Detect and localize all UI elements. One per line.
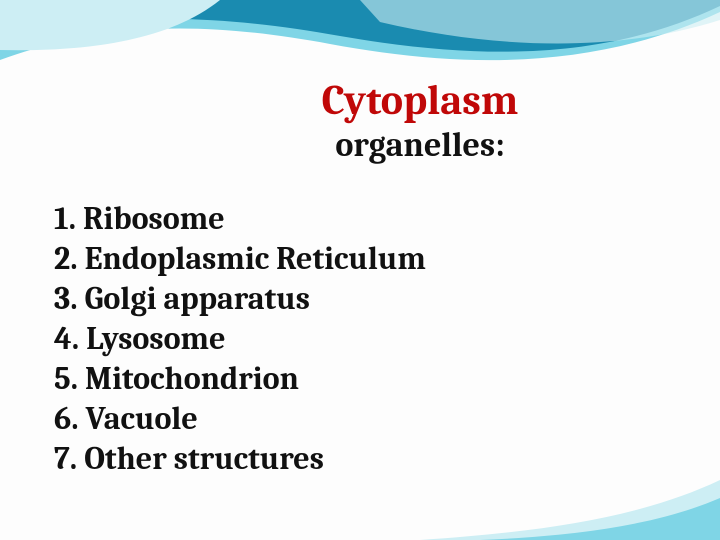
list-item: 1. Ribosome (54, 199, 670, 239)
list-item: 3. Golgi apparatus (54, 279, 670, 319)
list-item: 4. Lysosome (54, 319, 670, 359)
list-item: 7. Other structures (54, 439, 670, 479)
slide-subtitle: organelles: (170, 125, 670, 165)
slide: Cytoplasm organelles: 1. Ribosome 2. End… (0, 0, 720, 540)
slide-title: Cytoplasm (170, 76, 670, 125)
list-item: 2. Endoplasmic Reticulum (54, 239, 670, 279)
list-item: 6. Vacuole (54, 399, 670, 439)
list-item: 5. Mitochondrion (54, 359, 670, 399)
organelle-list: 1. Ribosome 2. Endoplasmic Reticulum 3. … (54, 199, 670, 479)
